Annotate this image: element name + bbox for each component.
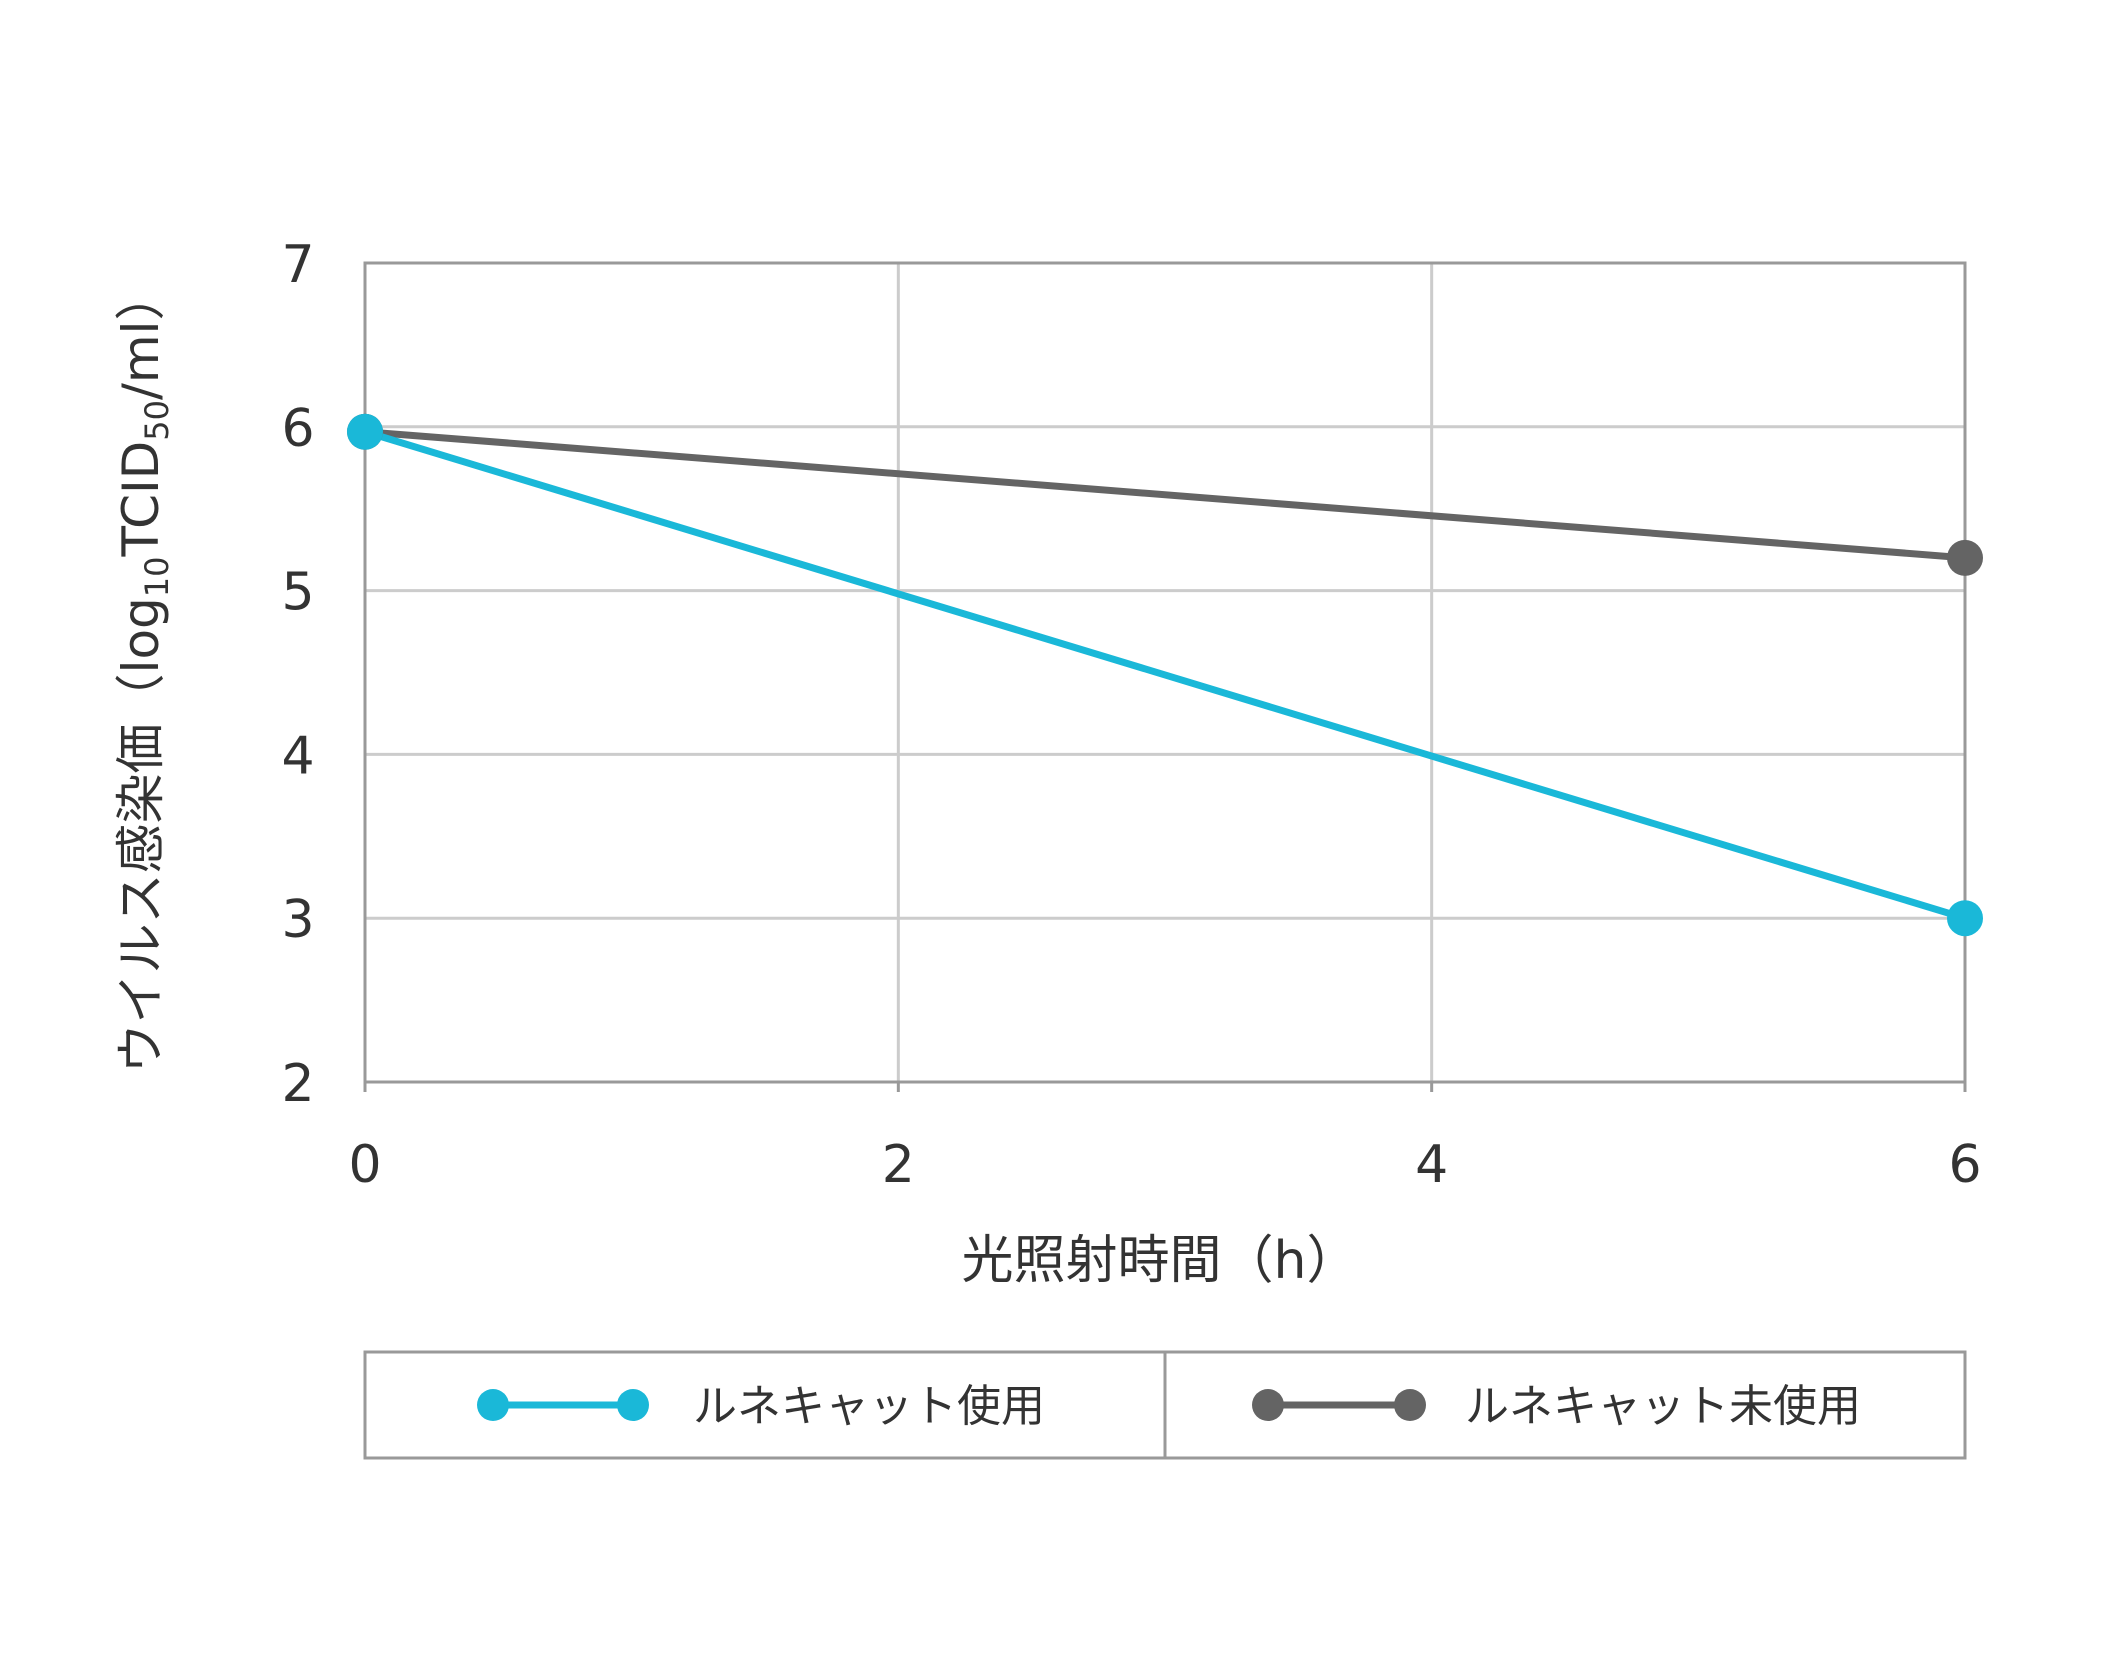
y-axis-ticks: 2 3 4 5 6 7 xyxy=(281,235,314,1114)
x-tick-label: 6 xyxy=(1948,1135,1981,1195)
y-axis-label-main: ウイルス感染価（log xyxy=(112,597,170,1073)
legend-marker xyxy=(1394,1389,1426,1421)
y-tick-label: 3 xyxy=(281,890,314,950)
series-1-point xyxy=(347,413,383,450)
legend-label-1: ルネキャット使用 xyxy=(693,1381,1045,1432)
x-tick-label: 4 xyxy=(1415,1135,1448,1195)
y-tick-label: 2 xyxy=(281,1054,314,1114)
x-tick-label: 0 xyxy=(348,1135,381,1195)
plot-frame xyxy=(363,261,1967,1084)
x-tick-label: 2 xyxy=(882,1135,915,1195)
legend: ルネキャット使用 ルネキャット未使用 xyxy=(363,1350,1967,1460)
y-tick-label: 7 xyxy=(281,235,314,295)
y-tick-label: 5 xyxy=(281,563,314,623)
x-axis-label: 光照射時間（h） xyxy=(962,1231,1359,1291)
y-axis-label: ウイルス感染価（log10TCID50/ml） xyxy=(112,271,176,1074)
legend-label-2: ルネキャット未使用 xyxy=(1465,1381,1861,1432)
y-axis-label-sub-50: 50 xyxy=(138,400,176,441)
legend-marker xyxy=(1252,1389,1284,1421)
series xyxy=(347,413,1983,937)
legend-items: ルネキャット使用 ルネキャット未使用 xyxy=(477,1381,1861,1432)
series-line-2 xyxy=(364,428,1966,562)
series-1-point xyxy=(1947,900,1983,937)
grid xyxy=(365,263,1965,1082)
series-2-point xyxy=(1947,539,1983,576)
x-axis-ticks: 0 2 4 6 xyxy=(348,1082,1982,1195)
y-tick-label: 4 xyxy=(281,726,314,786)
series-line-1 xyxy=(363,428,1967,922)
y-tick-label: 6 xyxy=(281,399,314,459)
y-axis-label-sub-10: 10 xyxy=(138,557,176,598)
legend-marker xyxy=(617,1389,649,1421)
y-axis-label-end: /ml） xyxy=(112,271,170,400)
y-axis-label-tcid: TCID xyxy=(112,441,170,558)
legend-marker xyxy=(477,1389,509,1421)
